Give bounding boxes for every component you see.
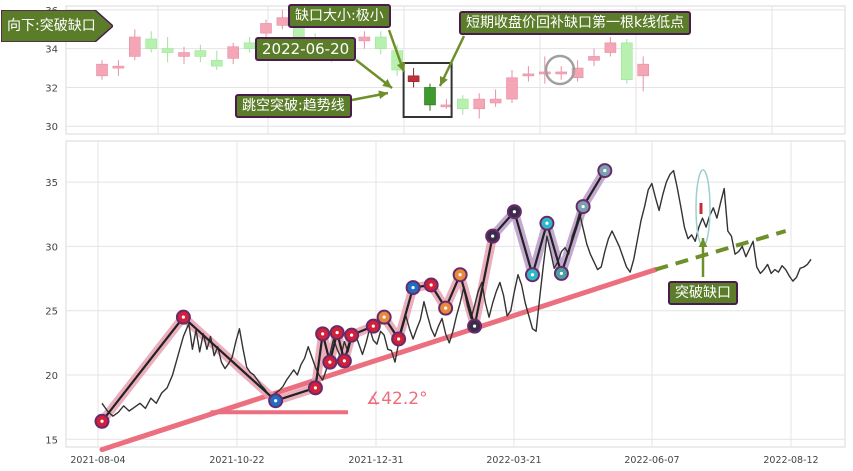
pivot-marker-dot — [335, 330, 339, 335]
candle-body — [358, 36, 371, 42]
line-xtick-label: 2022-03-21 — [486, 455, 541, 466]
line-xtick-label: 2021-10-22 — [209, 455, 264, 466]
breakout-trendline-label: 跳空突破:趋势线 — [235, 94, 352, 118]
projected-trendline — [654, 229, 787, 272]
pivot-marker-dot — [429, 283, 433, 287]
gap-fill-target-circle — [544, 54, 576, 86]
line-xtick-label: 2022-08-12 — [763, 455, 818, 466]
arrow-gap-date-head — [382, 79, 392, 88]
arrow-fill-target — [438, 35, 466, 87]
pivot-marker-dot — [444, 306, 448, 310]
pivot-marker-dot — [397, 337, 401, 341]
candle-body — [129, 36, 141, 57]
candle-ytick-label: 32 — [45, 83, 58, 94]
pivot-marker-dot — [603, 168, 607, 173]
pivot-marker-dot — [274, 399, 278, 403]
line-ytick-label: 20 — [45, 371, 58, 382]
pivot-marker-dot — [411, 285, 415, 290]
arrow-fill-target-head — [439, 76, 448, 86]
line-xtick-label: 2021-12-31 — [348, 455, 403, 466]
pivot-marker-dot — [458, 273, 462, 277]
candlestick-panel: 30323436 — [45, 5, 846, 135]
arrow-breakout-trendline-head — [378, 90, 388, 99]
candle-panel-frame — [65, 5, 846, 135]
candle-body — [374, 36, 387, 49]
pivot-marker-dot — [349, 333, 354, 337]
pivot-marker-dot — [581, 204, 585, 209]
line-ytick-label: 30 — [45, 242, 58, 253]
candle-ytick-label: 34 — [45, 45, 58, 56]
candle-body — [456, 98, 469, 110]
line-ytick-label: 35 — [45, 178, 58, 189]
pivot-marker-dot — [512, 210, 516, 214]
arrow-gap-size-head — [396, 62, 406, 72]
pivot-marker-dot — [328, 360, 332, 364]
pivot-marker-dot — [382, 315, 386, 319]
candle-body — [637, 63, 650, 77]
candle-body — [588, 56, 600, 61]
candle-body — [604, 42, 617, 53]
pivot-marker-dot — [472, 324, 477, 328]
gap-fill-target-label: 短期收盘价回补缺口第一根k线低点 — [459, 11, 692, 35]
zigzag-line — [101, 170, 606, 422]
candle-ytick-label: 30 — [45, 122, 58, 133]
arrow-breakout-gap-head — [698, 238, 708, 248]
candle-body — [440, 104, 453, 108]
direction-badge-label: 向下:突破缺口 — [7, 18, 96, 34]
candle-body — [112, 65, 125, 69]
candle-body — [473, 98, 486, 110]
annotation-overlay — [351, 29, 708, 277]
candle-body — [243, 42, 256, 49]
pivot-marker-dot — [321, 332, 325, 336]
pivot-marker-dot — [530, 273, 535, 277]
support-trendline — [99, 267, 658, 453]
candle-body — [260, 23, 272, 34]
candle-body — [276, 17, 289, 26]
angle-label: ∡42.2° — [366, 389, 428, 409]
candle-body — [161, 48, 174, 53]
candle-body — [506, 77, 518, 100]
pivot-marker-dot — [313, 386, 318, 390]
candle-body — [407, 75, 420, 82]
pivot-marker-dot — [100, 419, 104, 423]
gap-highlight-box — [402, 62, 453, 118]
breakout-gap-label: 突破缺口 — [668, 281, 738, 305]
gap-date-label: 2022-06-20 — [255, 37, 357, 61]
candle-body — [522, 73, 535, 77]
arrow-right-icon — [1, 10, 113, 42]
candle-body — [571, 67, 584, 79]
candle-body — [145, 38, 157, 49]
line-xtick-label: 2022-06-07 — [624, 455, 679, 466]
candle-body — [96, 63, 108, 77]
candle-body — [227, 46, 239, 59]
candle-body — [211, 60, 223, 67]
candle-body — [538, 71, 551, 75]
pivot-marker-dot — [545, 221, 549, 225]
candle-body — [178, 52, 190, 57]
candle-body — [620, 42, 633, 80]
line-ytick-label: 15 — [45, 435, 58, 446]
pivot-marker-dot — [181, 315, 185, 319]
pivot-marker-dot — [559, 271, 564, 276]
pivot-marker-dot — [491, 234, 495, 238]
gap-size-label: 缺口大小:极小 — [288, 4, 391, 28]
candle-body — [194, 50, 207, 57]
candle-body — [489, 98, 502, 104]
line-ytick-label: 25 — [45, 307, 58, 318]
candle-body — [424, 87, 436, 106]
candle-body — [555, 71, 568, 75]
line-xtick-label: 2021-08-04 — [70, 455, 125, 466]
pivot-marker-dot — [342, 359, 346, 363]
direction-badge: 向下:突破缺口 — [1, 10, 113, 42]
pivot-marker-dot — [371, 324, 375, 328]
